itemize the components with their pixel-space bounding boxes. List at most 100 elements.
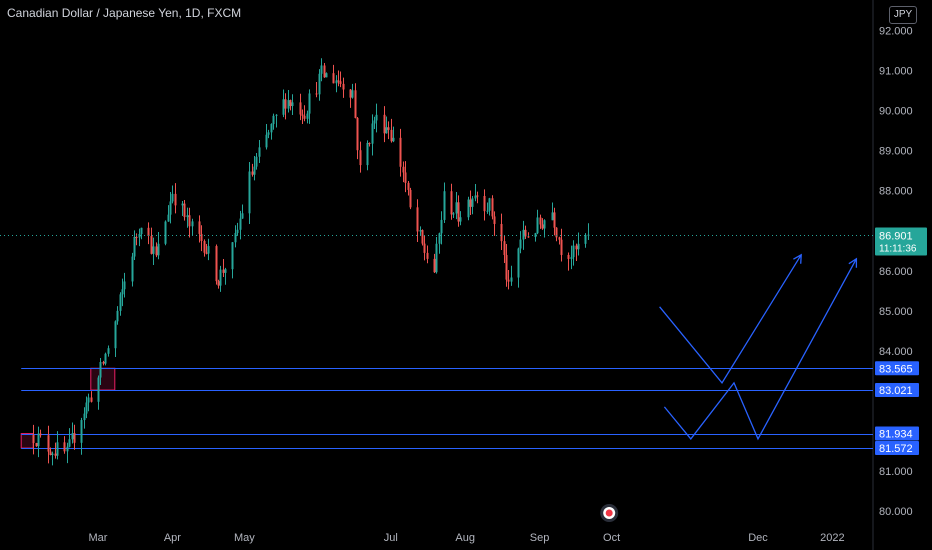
candle-body <box>39 433 42 436</box>
candle-body <box>152 246 155 254</box>
candle-body <box>90 397 93 402</box>
candle-body <box>450 191 453 215</box>
supply-demand-zone[interactable] <box>20 433 34 449</box>
level-tag-box[interactable] <box>875 383 919 398</box>
candle-body <box>534 233 537 238</box>
candle-body <box>87 397 90 403</box>
candle-body <box>457 202 460 222</box>
candle-body <box>507 279 510 282</box>
candle-body <box>275 114 278 116</box>
candle-body <box>119 294 122 311</box>
candle-body <box>147 227 150 237</box>
supply-demand-zone[interactable] <box>90 367 116 391</box>
candle-body <box>205 252 208 254</box>
candle-body <box>265 134 268 148</box>
candle-body <box>318 73 321 95</box>
candle-body <box>251 171 254 175</box>
candle-body <box>575 245 578 250</box>
projection-path[interactable] <box>663 258 857 441</box>
candle-body <box>315 93 318 95</box>
candle-body <box>469 199 472 207</box>
candle-body <box>383 114 386 134</box>
candle-body <box>572 245 575 258</box>
candle-body <box>248 171 251 214</box>
candle-body <box>474 195 477 199</box>
zones-layer <box>20 367 116 449</box>
current-price-label: 86.901 <box>879 231 913 243</box>
candle-body <box>140 227 143 235</box>
candle-body <box>207 246 210 254</box>
candle-body <box>452 213 455 215</box>
candle-body <box>493 216 496 224</box>
candle-body <box>323 65 326 78</box>
candle-body <box>299 102 302 115</box>
time-tick-label: Jul <box>384 532 398 544</box>
candle-body <box>342 83 345 90</box>
price-tick-label: 80.000 <box>879 506 913 518</box>
time-tick-label: Mar <box>89 532 108 544</box>
level-tag-box[interactable] <box>875 361 919 376</box>
candle-body <box>558 237 561 240</box>
projection-drawings[interactable] <box>659 253 858 441</box>
candle-body <box>433 258 436 273</box>
candle-body <box>368 142 371 144</box>
event-marker-dot <box>605 509 613 517</box>
currency-badge[interactable]: JPY <box>889 6 917 24</box>
time-tick-label: May <box>234 532 255 544</box>
candle-body <box>404 172 407 183</box>
candle-body <box>505 255 508 280</box>
candle-body <box>138 234 141 238</box>
level-tag-box[interactable] <box>875 441 919 456</box>
candle-body <box>135 236 138 238</box>
level-tag-label: 83.021 <box>879 385 913 397</box>
candle-body <box>73 433 76 443</box>
candle-body <box>356 117 359 151</box>
event-marker-icon[interactable] <box>600 504 619 522</box>
candle-body <box>541 224 544 229</box>
price-tick-label: 91.000 <box>879 66 913 78</box>
candle-body <box>123 281 126 290</box>
time-tick-label: Oct <box>603 532 620 544</box>
candle-body <box>488 198 491 211</box>
candle-body <box>155 246 158 256</box>
candle-body <box>51 453 54 455</box>
candle-body <box>351 90 354 98</box>
candle-body <box>416 207 419 232</box>
candle-body <box>85 402 88 414</box>
candle-body <box>325 73 328 78</box>
candle-body <box>107 348 110 354</box>
candle-body <box>169 201 172 215</box>
candle-body <box>335 80 338 84</box>
candle-body <box>491 198 494 217</box>
candle-body <box>385 127 388 134</box>
candle-body <box>570 257 573 259</box>
candle-body <box>555 227 558 238</box>
price-tick-label: 84.000 <box>879 346 913 358</box>
candle-body <box>83 413 86 421</box>
candle-body <box>255 156 258 167</box>
candle-body <box>337 80 340 82</box>
price-axis[interactable]: 92.000 91.000 90.000 89.000 88.000 86.000 85.0… <box>879 26 913 518</box>
candle-body <box>219 269 222 286</box>
projection-path[interactable] <box>659 254 802 384</box>
level-tag-box[interactable] <box>875 426 919 441</box>
candle-body <box>270 123 273 133</box>
candle-body <box>387 127 390 130</box>
candle-body <box>402 166 405 173</box>
current-price-tag[interactable] <box>875 227 927 256</box>
level-tag-label: 83.565 <box>879 363 913 375</box>
candle-body <box>167 214 170 222</box>
price-tick-label: 88.000 <box>879 186 913 198</box>
candle-body <box>99 362 102 378</box>
time-axis[interactable]: Mar Apr May Jul Aug Sep Oct Dec 2022 <box>89 532 845 544</box>
candle-body <box>339 81 342 84</box>
candle-body <box>467 199 470 218</box>
chart-title: Canadian Dollar / Japanese Yen, 1D, FXCM <box>7 6 242 20</box>
candle-body <box>282 99 285 115</box>
candle-body <box>239 218 242 230</box>
candle-body <box>183 203 186 218</box>
candle-body <box>131 256 134 282</box>
candle-body <box>486 210 489 212</box>
